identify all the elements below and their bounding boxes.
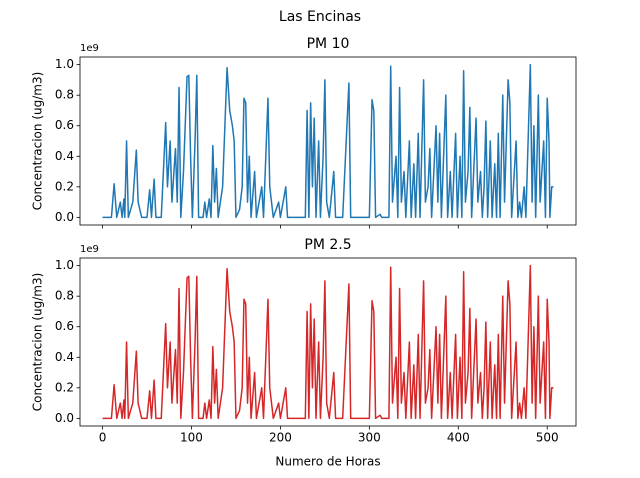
axes-frame: [79, 56, 577, 226]
y-axis-label: Concentracion (ug/m3): [31, 72, 45, 211]
data-line: [102, 264, 554, 420]
x-tick-label: 500: [536, 431, 559, 445]
axes-title: PM 10: [307, 36, 350, 52]
axes-title: PM 2.5: [304, 237, 351, 253]
y-tick-label: 0.8: [55, 289, 74, 303]
x-axis-label: Numero de Horas: [275, 455, 380, 469]
y-tick-label: 1.0: [55, 57, 74, 71]
y-tick-label: 0.4: [55, 149, 74, 163]
x-tick-label: 0: [99, 431, 107, 445]
y-axis-label: Concentracion (ug/m3): [31, 273, 45, 412]
y-tick-label: 0.0: [55, 210, 74, 224]
y-tick-label: 0.4: [55, 350, 74, 364]
x-tick-label: 100: [180, 431, 203, 445]
offset-text: 1e9: [80, 43, 99, 54]
data-line: [102, 63, 554, 219]
y-tick-label: 0.2: [55, 179, 74, 193]
y-tick-label: 0.2: [55, 380, 74, 394]
y-tick-label: 0.6: [55, 118, 74, 132]
axes-frame: [79, 257, 577, 427]
figure-title: Las Encinas: [279, 9, 361, 25]
x-tick-label: 200: [269, 431, 292, 445]
y-tick-label: 0.0: [55, 411, 74, 425]
x-tick-label: 400: [447, 431, 470, 445]
offset-text: 1e9: [80, 244, 99, 255]
y-tick-label: 0.6: [55, 319, 74, 333]
x-tick-label: 300: [358, 431, 381, 445]
y-tick-label: 0.8: [55, 88, 74, 102]
y-tick-label: 1.0: [55, 258, 74, 272]
